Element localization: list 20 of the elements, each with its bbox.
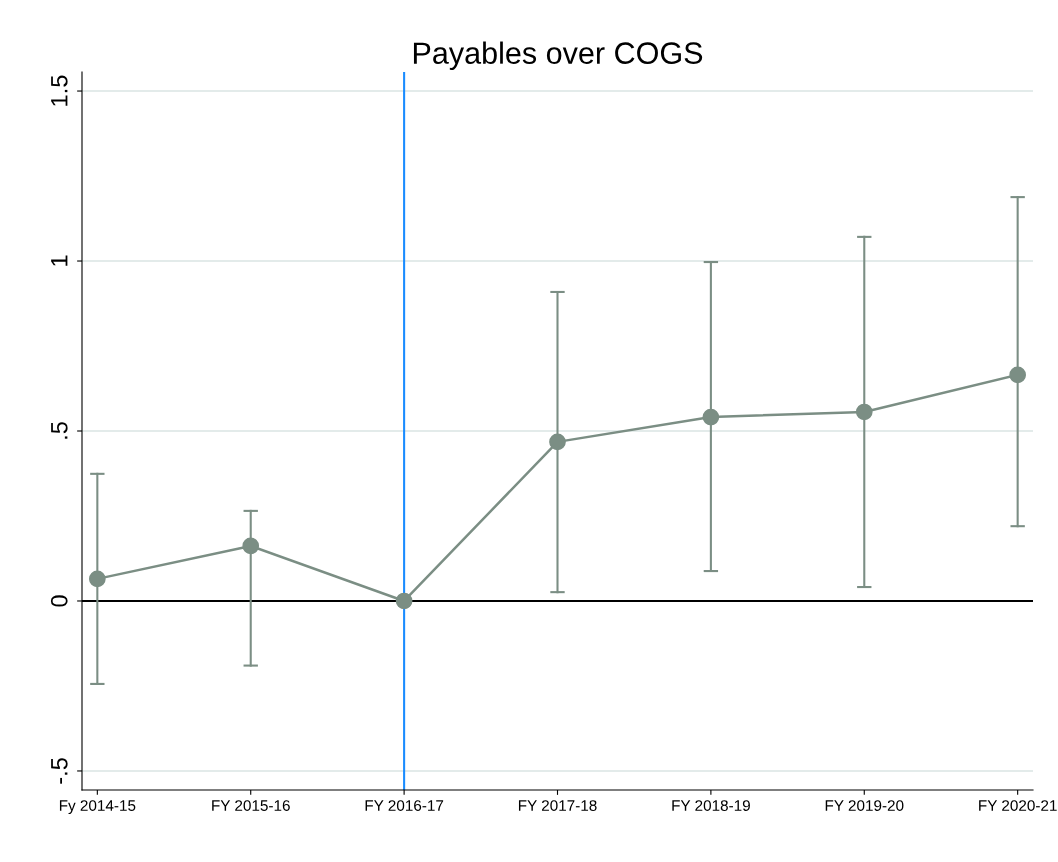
x-tick-label: Fy 2014-15 [59,800,136,814]
y-tick-label: .5 [51,422,68,439]
point [702,408,720,426]
point [549,433,566,451]
x-tick-label: FY 2016-17 [365,800,444,811]
point [89,570,106,588]
point [855,403,873,421]
x-tick-label: FY 2019-20 [825,800,904,811]
x-tick-label: FY 2018-19 [672,800,750,811]
x-tick-label: FY 2015-16 [212,800,290,811]
point [242,537,260,555]
point [1009,366,1026,384]
y-tick-label: -.5 [51,758,68,784]
x-tick-label: FY 2017-18 [518,800,597,811]
y-tick-label: 0 [50,595,68,607]
y-tick-label: 1 [51,255,68,266]
y-tick-label: 1.5 [51,75,68,106]
point [395,592,413,610]
x-tick-label: FY 2020-21 [979,800,1057,811]
chart-title: Payables over COGS [413,41,703,71]
